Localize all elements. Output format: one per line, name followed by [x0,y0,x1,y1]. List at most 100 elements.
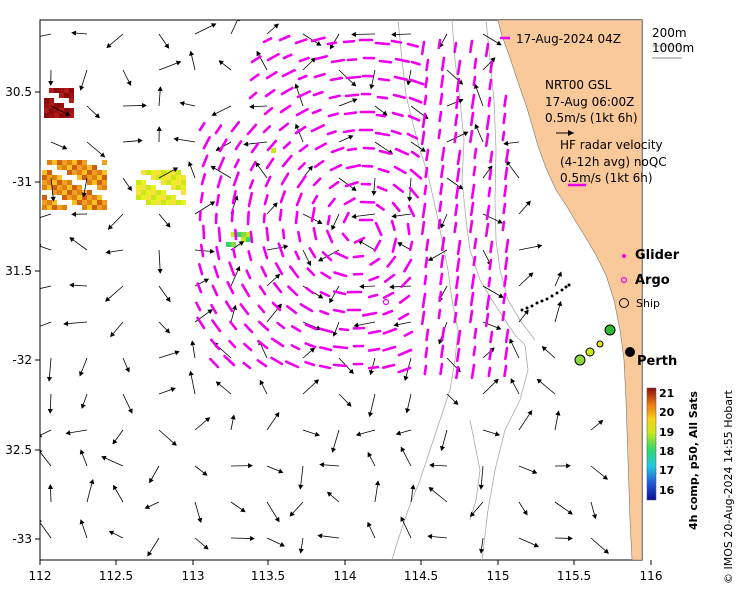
sst-pixel [136,180,141,185]
sst-pixel [181,175,186,180]
sst-pixel [146,170,151,175]
sst-pixel [47,160,52,165]
sst-pixel [102,200,107,205]
hf-arrow [281,228,286,240]
hf-arrow [408,186,420,199]
gsl-arrowhead [329,297,334,304]
sst-pixel [72,185,77,190]
gsl-arrowhead [289,511,295,517]
gsl-arrowhead [47,408,53,414]
hf-arrow [391,201,401,213]
hf-arrow [263,106,274,116]
hf-arrow [368,275,380,282]
hf-arrow [246,123,258,136]
sst-pixel [57,185,62,190]
hf-arrow [296,175,307,189]
hf-arrow [304,342,317,349]
sst-pixel [64,108,69,113]
svg-text:20: 20 [659,406,675,419]
hf-arrow [473,57,478,70]
land-mass [497,20,642,560]
svg-text:112.5: 112.5 [99,569,133,583]
hf-arrow [456,239,462,256]
sst-pixel [141,180,146,185]
hf-arrow [403,330,414,337]
hf-arrow [209,357,220,369]
sst-pixel [171,170,176,175]
hf-arrow [488,78,493,91]
svg-text:30.5: 30.5 [5,85,32,99]
hf-arrow [278,122,290,132]
gsl-arrowhead [240,507,246,513]
hf-arrow [295,107,309,117]
hf-arrow [247,191,254,208]
hf-arrow [202,136,211,150]
hf-arrow [217,156,226,171]
gsl-arrowhead [375,480,381,486]
gsl-arrowhead [458,98,464,104]
sst-pixel [62,185,67,190]
hf-arrow [502,202,507,215]
gsl-arrowhead [79,519,85,525]
hf-arrow [262,37,273,44]
hf-arrow [374,221,383,237]
gsl-arrowhead [259,379,265,386]
hf-arrow [425,328,430,342]
gsl-arrowhead [428,486,434,492]
sst-pixel [161,190,166,195]
gsl-arrowhead [478,548,485,554]
hf-arrow [374,131,391,137]
sst-pixel [92,195,97,200]
gsl-arrowhead [101,455,107,461]
sst-pixel [136,195,141,200]
argo-float-marker [382,298,390,306]
gsl-arrowhead [190,340,196,346]
gsl-arrowhead [351,213,357,219]
sst-pixel [52,175,57,180]
gsl-arrowhead [591,513,597,520]
hf-arrow [249,230,254,244]
hf-arrow [312,90,324,97]
sst-pixel [67,160,72,165]
credit-text: © IMOS 20-Aug-2024 14:55 Hobart [722,390,735,584]
sst-pixel [57,160,62,165]
hf-arrow [487,96,492,108]
gsl-arrowhead [298,484,304,490]
sst-pixel [102,185,107,190]
svg-text:115.5: 115.5 [557,569,591,583]
gsl-arrowhead [332,331,338,337]
hf-arrow [378,59,393,64]
hf-arrow [369,257,381,266]
hf-arrow [333,271,348,278]
hf-arrow [256,359,268,368]
gsl-arrowhead [108,530,115,536]
gsl-arrowhead [307,165,313,171]
svg-text:19: 19 [659,426,674,439]
sst-pixel [49,103,54,108]
hf-arrow [390,129,402,136]
gsl-arrowhead [112,439,118,445]
gsl-arrowhead [274,411,280,418]
sst-pixel [47,205,52,210]
gsl-arrowhead [509,338,514,344]
sst-pixel [69,93,74,98]
hf-arrow [489,330,494,344]
hf-arrow [344,181,359,188]
sst-pixel [87,170,92,175]
hf-arrow [245,269,252,280]
gsl-arrowhead [250,535,255,542]
hf-arrow [487,366,492,378]
gsl-arrowhead [498,293,504,298]
hf-scale: 0.5m/s (1kt 6h) [560,171,653,185]
hf-arrow [489,60,494,74]
hf-arrow [367,293,379,299]
hf-arrow [406,42,419,48]
hf-arrow [224,300,234,313]
sst-pixel [141,185,146,190]
hf-arrow [320,271,332,280]
hf-arrow [503,94,508,108]
hf-arrow [420,130,426,146]
hf-arrow [489,150,494,164]
gsl-arrowhead [40,432,43,438]
hf-arrow [501,130,506,142]
